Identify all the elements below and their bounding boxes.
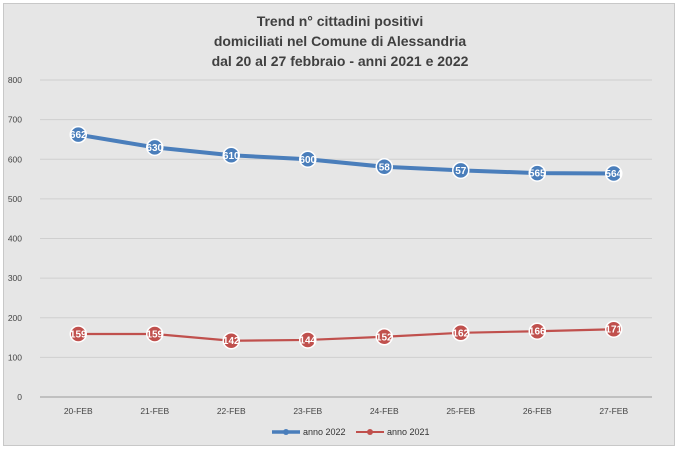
data-label: 171 — [605, 325, 622, 336]
legend-label: anno 2021 — [387, 427, 430, 437]
data-label: 159 — [70, 329, 87, 340]
data-point — [299, 331, 317, 349]
data-label: 610 — [223, 151, 240, 162]
y-tick-label: 200 — [8, 313, 22, 323]
gridlines — [40, 79, 652, 398]
y-tick-label: 700 — [8, 115, 22, 125]
chart-title-line-1: Trend n° cittadini positivi — [257, 13, 424, 29]
legend-marker — [367, 429, 373, 435]
data-label: 564 — [605, 169, 622, 180]
data-point — [299, 150, 317, 168]
x-tick-label: 25-FEB — [446, 406, 475, 416]
data-point — [69, 125, 87, 144]
x-tick-label: 20-FEB — [64, 406, 93, 416]
x-tick-label: 23-FEB — [293, 406, 322, 416]
data-point — [605, 164, 623, 183]
x-axis-ticks: 20-FEB 21-FEB 22-FEB 23-FEB 24-FEB 25-FEB 26-F… — [64, 406, 629, 416]
data-label: 152 — [376, 332, 393, 343]
chart-title-line-3: dal 20 al 27 febbraio - anni 2021 e 2022 — [212, 53, 469, 69]
x-tick-label: 22-FEB — [217, 406, 246, 416]
data-label: 162 — [452, 328, 469, 339]
data-point — [222, 146, 240, 165]
y-tick-label: 100 — [8, 352, 22, 362]
chart-title: Trend n° cittadini positivi domiciliati … — [212, 13, 469, 69]
series-line — [77, 328, 615, 342]
data-point — [146, 138, 164, 157]
data-label: 57 — [455, 166, 467, 177]
data-label: 58 — [379, 162, 391, 173]
data-label: 166 — [529, 327, 546, 338]
data-point — [528, 322, 546, 340]
series-lines: 662 630 610 600 58 57 565 564 159 159 142 144 152 162… — [69, 125, 623, 350]
y-tick-label: 800 — [8, 75, 22, 85]
y-tick-label: 300 — [8, 273, 22, 283]
data-label: 630 — [146, 143, 163, 154]
y-tick-label: 0 — [17, 392, 22, 402]
data-point — [375, 328, 393, 346]
legend-label: anno 2022 — [303, 427, 346, 437]
chart-frame — [3, 3, 675, 446]
y-tick-label: 400 — [8, 234, 22, 244]
data-label: 662 — [70, 130, 87, 141]
data-label: 600 — [299, 155, 316, 166]
data-point — [146, 325, 164, 343]
x-tick-label: 21-FEB — [140, 406, 169, 416]
data-point — [605, 320, 623, 338]
y-tick-label: 500 — [8, 194, 22, 204]
x-tick-label: 26-FEB — [523, 406, 552, 416]
x-tick-label: 24-FEB — [370, 406, 399, 416]
data-label: 142 — [223, 336, 240, 347]
data-point — [452, 161, 470, 180]
data-label: 144 — [299, 335, 316, 346]
data-point — [528, 164, 546, 182]
data-point — [452, 324, 470, 342]
data-label: 565 — [529, 169, 546, 180]
series-line — [76, 132, 616, 176]
data-point — [69, 325, 87, 343]
data-label: 159 — [146, 329, 163, 340]
x-tick-label: 27-FEB — [599, 406, 628, 416]
data-point — [222, 331, 240, 350]
legend: anno 2022 anno 2021 — [272, 427, 430, 437]
legend-marker — [283, 429, 289, 435]
chart-title-line-2: domiciliati nel Comune di Alessandria — [214, 33, 467, 49]
y-axis-ticks: 0 100 200 300 400 500 600 700 800 — [8, 75, 22, 402]
data-point — [375, 158, 393, 176]
y-tick-label: 600 — [8, 154, 22, 164]
